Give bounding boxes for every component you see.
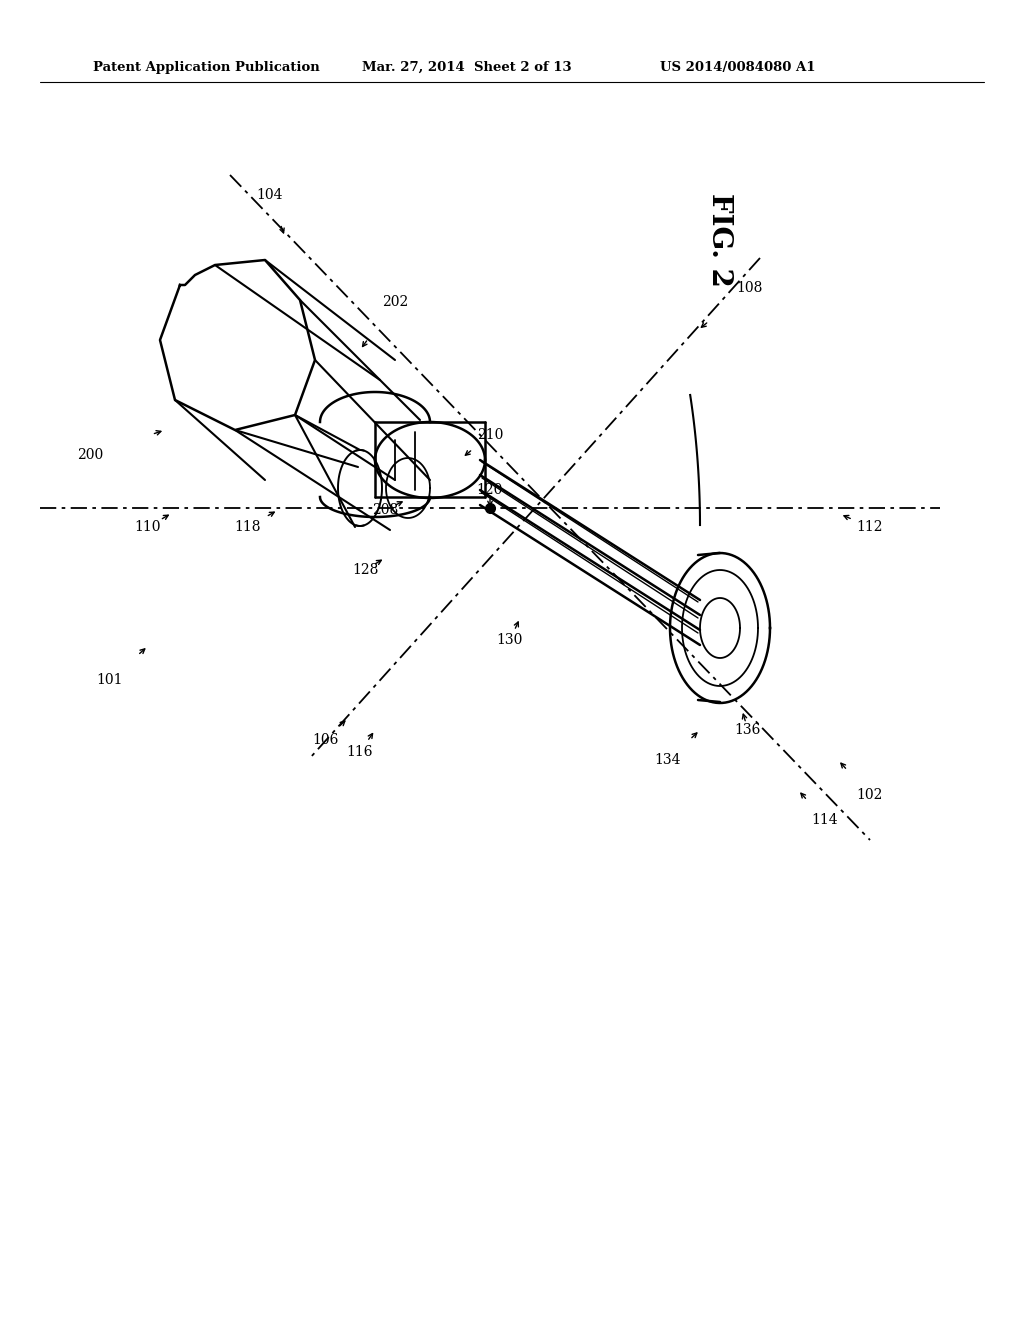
- Text: 102: 102: [857, 788, 883, 803]
- Text: 134: 134: [654, 752, 681, 767]
- Text: 200: 200: [77, 447, 103, 462]
- Text: 210: 210: [477, 428, 503, 442]
- Text: 112: 112: [857, 520, 884, 535]
- Text: 208: 208: [372, 503, 398, 517]
- Text: 110: 110: [135, 520, 161, 535]
- Text: 108: 108: [737, 281, 763, 294]
- Text: 120: 120: [477, 483, 503, 498]
- Text: 114: 114: [812, 813, 839, 828]
- Text: Patent Application Publication: Patent Application Publication: [93, 61, 319, 74]
- Text: Mar. 27, 2014  Sheet 2 of 13: Mar. 27, 2014 Sheet 2 of 13: [362, 61, 571, 74]
- Text: 128: 128: [352, 564, 378, 577]
- Text: 118: 118: [234, 520, 261, 535]
- Text: 136: 136: [735, 723, 761, 737]
- Text: 101: 101: [96, 673, 123, 686]
- Text: US 2014/0084080 A1: US 2014/0084080 A1: [660, 61, 815, 74]
- Text: 106: 106: [312, 733, 338, 747]
- Text: FIG. 2: FIG. 2: [707, 193, 733, 286]
- Text: 202: 202: [382, 294, 409, 309]
- Text: 104: 104: [257, 187, 284, 202]
- Text: 130: 130: [497, 634, 523, 647]
- Text: 116: 116: [347, 744, 374, 759]
